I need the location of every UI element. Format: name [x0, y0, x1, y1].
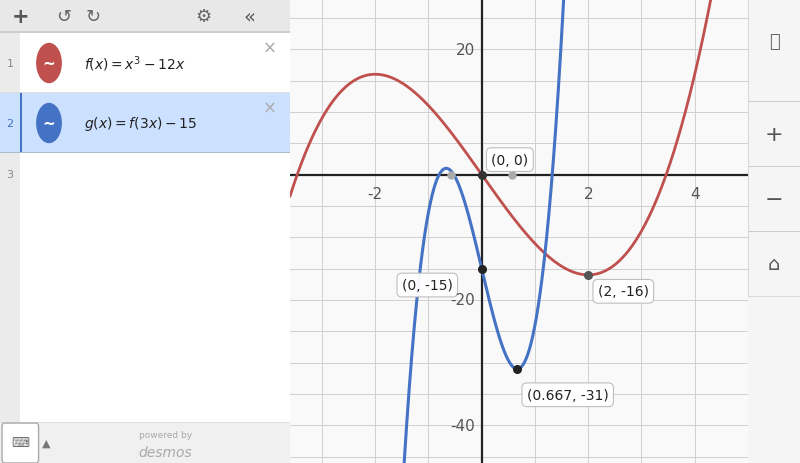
Text: ⚙: ⚙ [195, 8, 211, 26]
Bar [0, 0, 20, 463]
Bar [20, 195, 290, 423]
Text: -2: -2 [368, 187, 382, 201]
Text: ↻: ↻ [86, 8, 100, 26]
Circle shape [37, 44, 61, 83]
Text: «: « [243, 7, 255, 26]
Text: ~: ~ [42, 116, 55, 131]
Text: +: + [765, 124, 783, 144]
Bar [20, 94, 22, 154]
Text: -40: -40 [450, 418, 475, 433]
Text: powered by: powered by [138, 430, 192, 439]
Text: (0, -15): (0, -15) [402, 278, 453, 293]
Bar [0, 152, 290, 154]
Text: (0.667, -31): (0.667, -31) [527, 388, 609, 402]
Text: 3: 3 [6, 169, 14, 180]
Bar [748, 167, 800, 232]
Text: ↺: ↺ [56, 8, 71, 26]
Text: −: − [765, 189, 783, 209]
Text: 2: 2 [6, 119, 14, 129]
Text: ⌨: ⌨ [11, 437, 30, 450]
Bar [748, 232, 800, 296]
Text: -20: -20 [450, 293, 475, 308]
Bar [0, 422, 290, 423]
Bar [748, 102, 800, 167]
Text: 4: 4 [690, 187, 699, 201]
Text: 2: 2 [583, 187, 593, 201]
Bar [0, 93, 290, 94]
Bar [20, 34, 290, 94]
Text: (0, 0): (0, 0) [491, 153, 529, 167]
Text: ×: × [262, 100, 277, 118]
Text: ×: × [262, 40, 277, 58]
Bar [20, 154, 290, 195]
Text: desmos: desmos [138, 445, 192, 459]
Bar [0, 32, 290, 34]
Bar [0, 0, 290, 34]
Bar [0, 94, 290, 154]
Bar [0, 423, 290, 463]
Circle shape [37, 104, 61, 143]
Bar [748, 0, 800, 102]
Text: (2, -16): (2, -16) [598, 285, 649, 299]
Text: +: + [11, 7, 29, 27]
Text: 1: 1 [6, 59, 14, 69]
Text: 🔧: 🔧 [769, 33, 779, 50]
Text: ⌂: ⌂ [768, 255, 780, 273]
Text: $g(x) = f(3x) - 15$: $g(x) = f(3x) - 15$ [84, 115, 197, 133]
FancyBboxPatch shape [2, 423, 38, 463]
Text: ~: ~ [42, 56, 55, 71]
Text: $f(x) = x^3 - 12x$: $f(x) = x^3 - 12x$ [84, 54, 186, 74]
Text: 20: 20 [456, 43, 475, 57]
Text: ▲: ▲ [42, 438, 50, 448]
